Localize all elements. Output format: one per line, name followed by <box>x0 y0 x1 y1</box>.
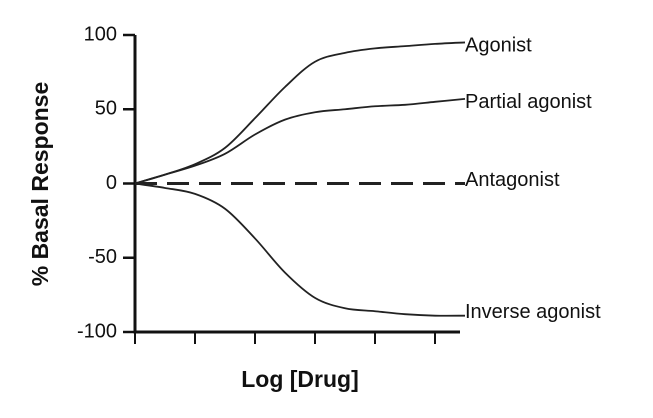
series-line <box>134 41 466 185</box>
legend-label: Antagonist <box>465 169 560 191</box>
legend-label: Partial agonist <box>465 91 592 113</box>
legend-label: Inverse agonist <box>465 301 601 323</box>
y-tick-label: -100 <box>77 320 117 342</box>
legend-label: Agonist <box>465 35 532 57</box>
y-tick-label: 100 <box>84 23 117 45</box>
series-line <box>134 182 466 317</box>
y-tick-label: 50 <box>95 98 117 120</box>
series-line <box>134 97 466 185</box>
y-tick-label: 0 <box>106 172 117 194</box>
y-tick-label: -50 <box>88 246 117 268</box>
y-axis-title: % Basal Response <box>27 82 53 287</box>
x-axis-title: Log [Drug] <box>241 366 359 392</box>
